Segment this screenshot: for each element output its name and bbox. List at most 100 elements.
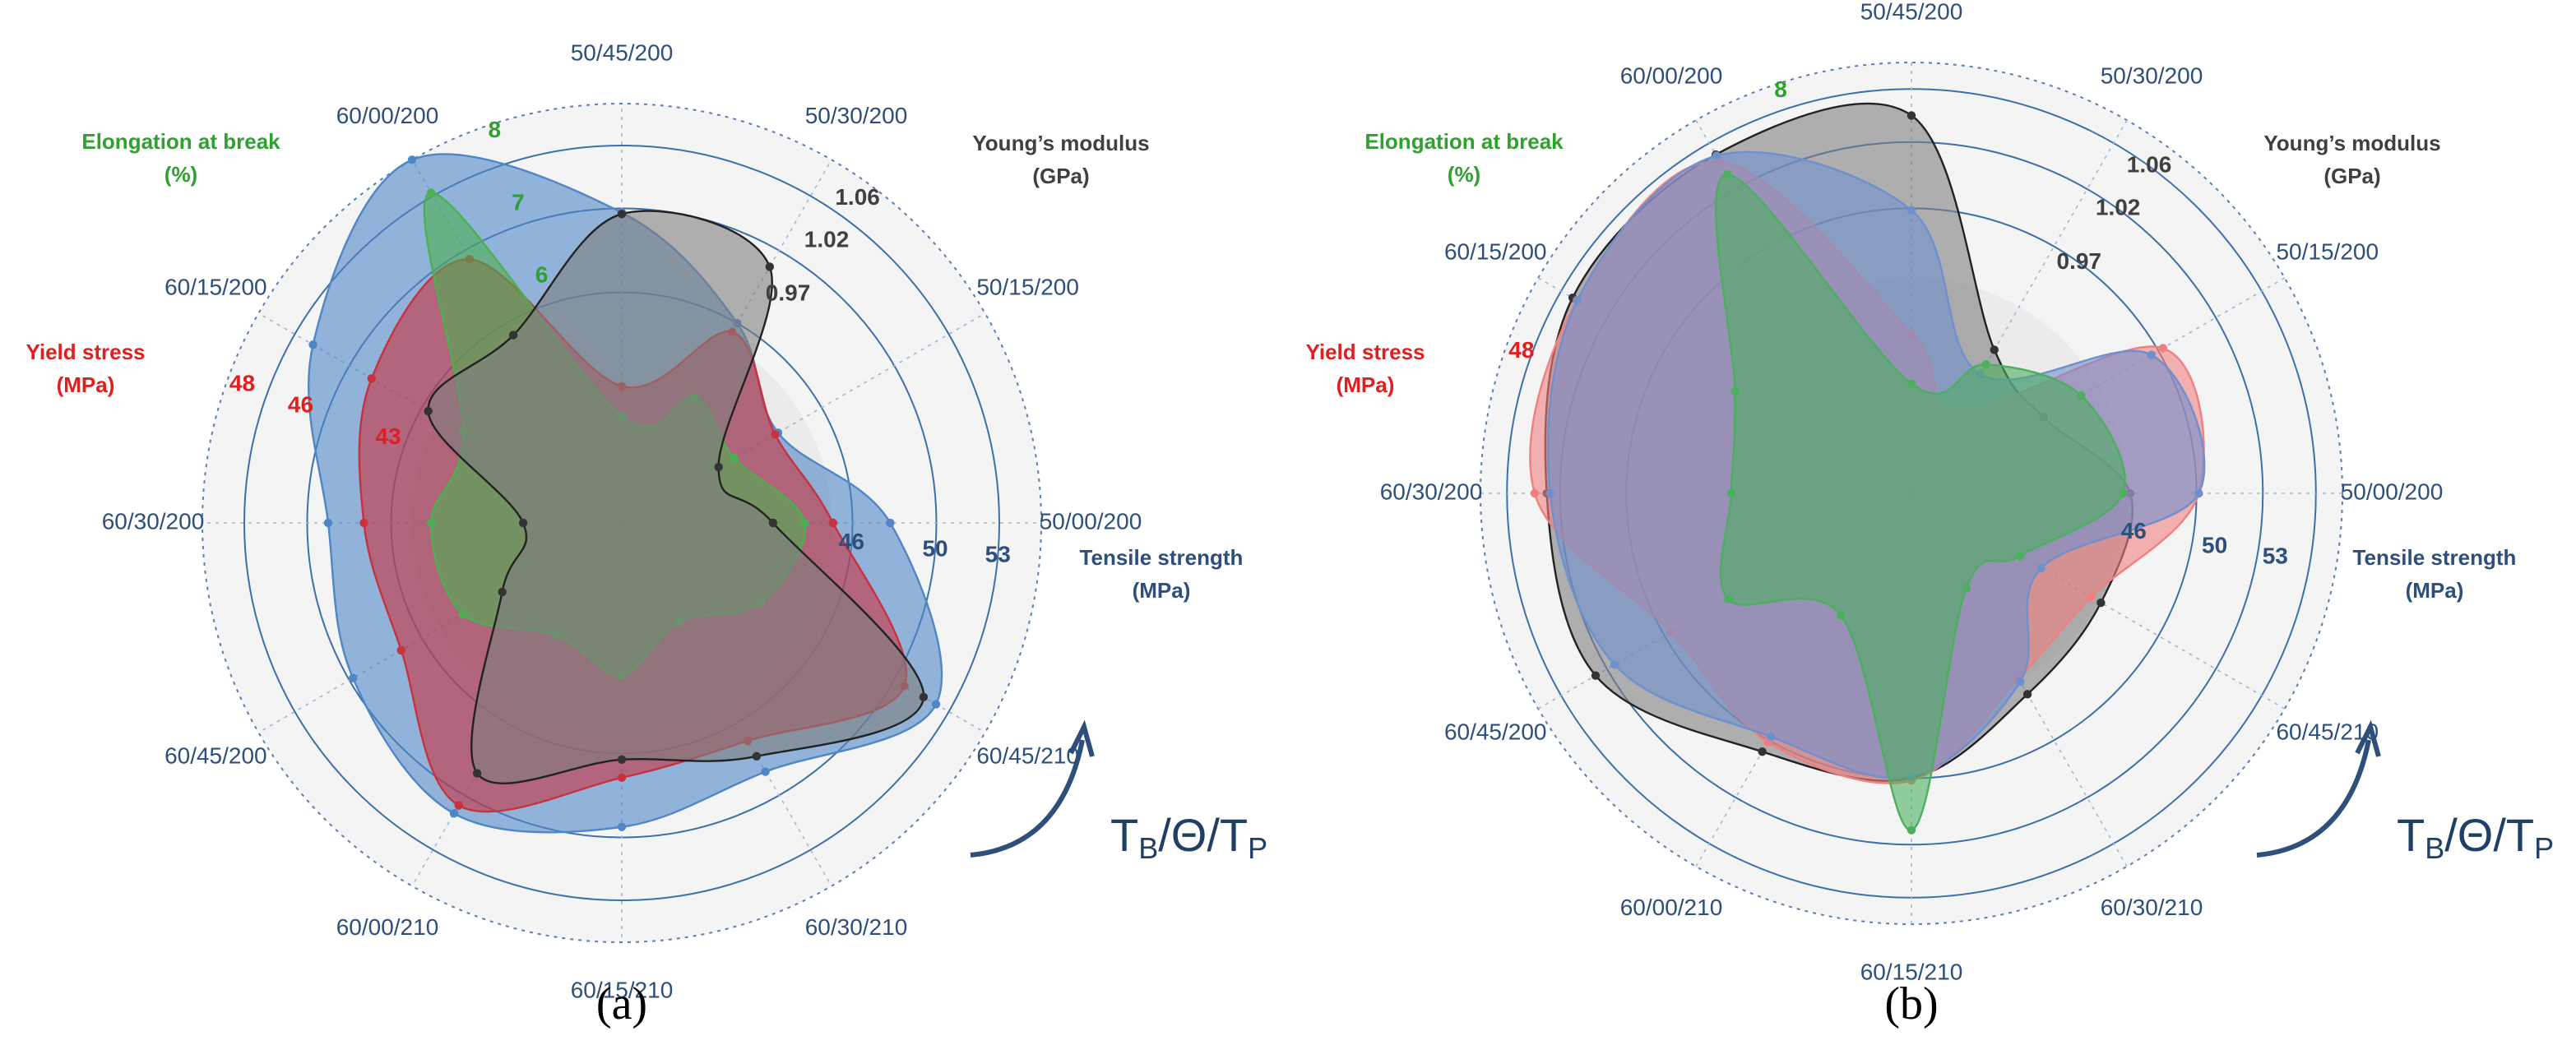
- series-name: Elongation at break: [81, 129, 280, 154]
- category-label: 60/30/210: [805, 914, 908, 940]
- data-point: [2147, 350, 2156, 359]
- data-point: [2077, 391, 2086, 400]
- data-point: [730, 453, 739, 463]
- scale-tick-label: 0.97: [766, 280, 811, 305]
- direction-label-part: P: [2534, 831, 2554, 865]
- data-point: [323, 518, 333, 528]
- series-name: Young’s modulus: [2263, 131, 2440, 155]
- data-point: [1591, 671, 1601, 680]
- scale-tick-label: 43: [375, 423, 401, 449]
- data-point: [617, 210, 627, 219]
- data-point: [1907, 111, 1916, 120]
- radar-chart: 50/45/200 50/30/200 50/15/200 50/00/200 60/4…: [25, 39, 1267, 1029]
- scale-tick-label: 7: [512, 189, 525, 215]
- scale-tick-label: 8: [1774, 76, 1787, 102]
- data-point: [2119, 488, 2128, 498]
- data-point: [2158, 344, 2168, 353]
- data-point: [1907, 206, 1916, 215]
- data-point: [765, 262, 775, 271]
- series-unit: (MPa): [1337, 372, 1395, 397]
- series-unit: (MPa): [57, 372, 115, 397]
- data-point: [1573, 296, 1582, 305]
- data-point: [1726, 488, 1736, 498]
- data-point: [518, 518, 528, 528]
- category-label: 60/45/200: [1444, 719, 1547, 744]
- data-point: [498, 587, 507, 597]
- scale-tick-label: 1.06: [2127, 152, 2172, 178]
- category-label: 50/45/200: [1860, 0, 1963, 24]
- category-label: 60/00/210: [1620, 895, 1723, 920]
- series-unit: (MPa): [1133, 578, 1191, 603]
- category-label: 60/30/210: [2101, 895, 2203, 920]
- category-label: 60/15/210: [1860, 959, 1963, 984]
- category-label: 60/15/200: [164, 274, 267, 299]
- data-point: [828, 518, 838, 528]
- scale-tick-label: 46: [839, 529, 864, 554]
- scale-tick-label: 46: [288, 391, 313, 417]
- data-point: [1837, 611, 1846, 620]
- category-label: 60/00/210: [336, 914, 439, 940]
- data-point: [308, 340, 317, 349]
- data-point: [714, 462, 723, 472]
- direction-label-part: T: [1110, 809, 1138, 861]
- direction-label: TB/Θ/TP: [2397, 809, 2554, 865]
- scale-tick-label: 8: [488, 117, 501, 142]
- data-point: [1981, 360, 1990, 369]
- data-point: [1722, 170, 1732, 179]
- scale-tick-label: 0.97: [2057, 248, 2102, 274]
- data-point: [2096, 598, 2106, 608]
- category-label: 60/00/200: [336, 103, 439, 128]
- data-point: [2016, 677, 2025, 687]
- direction-label-part: B: [1138, 831, 1158, 865]
- data-point: [1610, 660, 1619, 669]
- data-point: [508, 331, 518, 340]
- data-point: [396, 645, 405, 655]
- scale-tick-label: 1.02: [804, 227, 850, 252]
- data-point: [617, 773, 627, 782]
- scale-tick-label: 1.02: [2096, 195, 2141, 220]
- scale-tick-label: 46: [2121, 518, 2147, 543]
- data-point: [1766, 732, 1776, 742]
- scale-tick-label: 50: [2202, 532, 2227, 557]
- data-point: [1545, 488, 1555, 498]
- panel-label: (b): [1884, 978, 1938, 1029]
- series-name: Young’s modulus: [972, 131, 1149, 155]
- grid-ring: [243, 145, 1000, 901]
- data-point: [426, 188, 436, 197]
- data-point: [752, 751, 762, 761]
- category-label: 60/00/200: [1620, 63, 1723, 89]
- data-point: [768, 518, 778, 528]
- series-name: Yield stress: [25, 340, 145, 364]
- category-label: 50/15/200: [2276, 238, 2379, 264]
- series-unit: (%): [164, 162, 197, 187]
- data-point: [472, 769, 482, 778]
- category-label: 50/00/200: [2341, 479, 2444, 504]
- data-point: [2022, 690, 2032, 699]
- series-unit: (MPa): [2406, 578, 2464, 603]
- data-point: [771, 430, 780, 439]
- data-point: [617, 755, 627, 764]
- data-point: [2036, 563, 2046, 573]
- data-point: [2015, 552, 2025, 561]
- arrow-head: [1068, 719, 1095, 757]
- data-point: [1907, 379, 1916, 388]
- data-point: [800, 518, 809, 528]
- data-point: [348, 673, 358, 682]
- data-point: [449, 809, 459, 818]
- direction-label-part: P: [1248, 831, 1267, 865]
- data-point: [426, 518, 436, 528]
- data-point: [1907, 825, 1916, 835]
- data-point: [454, 801, 463, 810]
- category-label: 60/30/200: [102, 508, 205, 534]
- scale-tick-label: 53: [985, 541, 1011, 566]
- data-point: [1962, 584, 1971, 593]
- category-label: 60/45/210: [976, 742, 1079, 768]
- category-label: 50/15/200: [976, 274, 1079, 299]
- data-point: [1712, 151, 1721, 160]
- series-name: Tensile strength: [1080, 545, 1244, 570]
- series-name: Yield stress: [1305, 340, 1425, 364]
- series-unit: (%): [1448, 162, 1480, 187]
- category-label: 50/30/200: [805, 103, 908, 128]
- data-point: [1530, 488, 1540, 498]
- series-name: Tensile strength: [2353, 545, 2517, 570]
